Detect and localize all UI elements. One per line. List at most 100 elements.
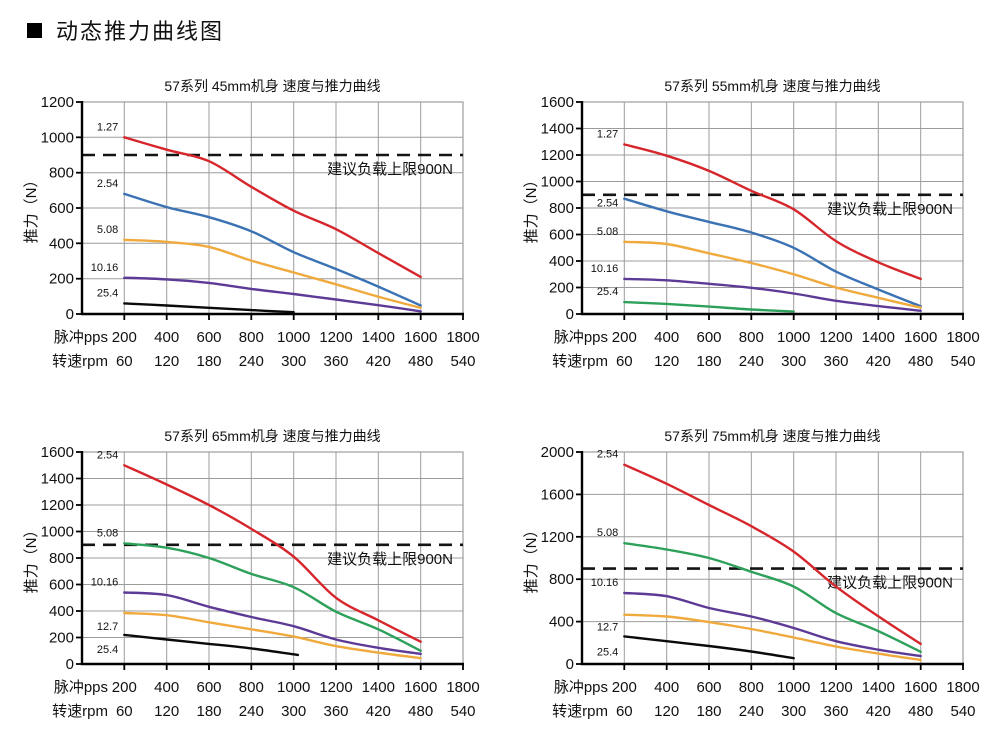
y-tick-label: 1200 (541, 147, 574, 164)
chart-75mm: 57系列 75mm机身 速度与推力曲线 建议负载上限900N 2.54 5.08 10… (500, 420, 1000, 735)
chart-45mm-canvas: 建议负载上限900N 1.27 2.54 5.08 10.16 25.4 0 200 400 60… (23, 94, 480, 370)
x-tick-label: 360 (323, 703, 348, 720)
curve-label-25.4: 25.4 (97, 287, 118, 299)
y-tick-label: 0 (566, 656, 574, 673)
x-row-header: 转速rpm (52, 353, 108, 370)
x-tick-label: 1000 (777, 329, 810, 346)
curve-label-25.4: 25.4 (597, 286, 618, 298)
y-axis-title: 推力（N） (523, 523, 540, 594)
y-tick-label: 0 (66, 306, 74, 323)
x-row-header: 脉冲pps (54, 679, 108, 696)
y-tick-label: 400 (549, 614, 574, 631)
curve-10.16 (623, 277, 922, 312)
curve-label-5.08: 5.08 (597, 226, 618, 238)
y-tick-label: 0 (566, 306, 574, 323)
y-tick-label: 2000 (541, 444, 574, 461)
curve-label-5.08: 5.08 (97, 527, 118, 539)
curve-label-2.54: 2.54 (97, 178, 118, 190)
y-tick-label: 1400 (41, 471, 74, 488)
x-tick-label: 480 (908, 353, 933, 370)
load-limit-label: 建议负载上限900N (327, 161, 453, 178)
curve-label-10.16: 10.16 (591, 263, 619, 275)
x-tick-label: 420 (866, 353, 891, 370)
curve-label-2.54: 2.54 (597, 449, 618, 461)
x-tick-label: 1600 (404, 329, 437, 346)
curve-label-10.16: 10.16 (91, 577, 119, 589)
x-tick-label: 60 (116, 353, 133, 370)
x-tick-label: 800 (739, 329, 764, 346)
x-tick-label: 1400 (862, 679, 895, 696)
x-tick-label: 360 (823, 353, 848, 370)
y-tick-label: 1000 (41, 524, 74, 541)
x-tick-label: 400 (654, 679, 679, 696)
x-row-header: 脉冲pps (554, 679, 608, 696)
x-tick-label: 200 (612, 329, 637, 346)
x-row-header: 转速rpm (552, 703, 608, 720)
x-tick-label: 800 (739, 679, 764, 696)
x-tick-label: 1200 (819, 679, 852, 696)
curve-2.54 (123, 464, 422, 643)
x-tick-label: 540 (450, 353, 475, 370)
curve-5.08 (623, 542, 922, 653)
x-tick-label: 800 (239, 679, 264, 696)
y-tick-label: 1000 (541, 174, 574, 191)
chart-65mm: 57系列 65mm机身 速度与推力曲线 建议负载上限900N 2.54 5.08 10… (0, 420, 500, 735)
y-tick-label: 200 (49, 630, 74, 647)
x-tick-label: 240 (739, 703, 764, 720)
y-tick-label: 400 (49, 235, 74, 252)
x-tick-label: 800 (239, 329, 264, 346)
x-row-header: 脉冲pps (554, 329, 608, 346)
x-tick-label: 1000 (277, 679, 310, 696)
x-tick-label: 300 (781, 703, 806, 720)
curve-5.08 (123, 238, 422, 309)
y-axis-title: 推力（N） (23, 523, 40, 594)
x-tick-label: 420 (366, 353, 391, 370)
y-tick-label: 400 (549, 253, 574, 270)
chart-title: 57系列 65mm机身 速度与推力曲线 (164, 428, 381, 444)
curve-10.16 (123, 591, 422, 656)
x-tick-label: 400 (154, 329, 179, 346)
x-tick-label: 1800 (446, 329, 479, 346)
x-tick-label: 300 (781, 353, 806, 370)
x-tick-label: 200 (612, 679, 637, 696)
x-tick-label: 1400 (362, 329, 395, 346)
x-tick-label: 300 (281, 353, 306, 370)
x-tick-label: 540 (450, 703, 475, 720)
x-tick-label: 1600 (904, 679, 937, 696)
chart-title: 57系列 55mm机身 速度与推力曲线 (664, 78, 881, 94)
x-tick-label: 180 (696, 353, 721, 370)
x-tick-label: 120 (154, 703, 179, 720)
x-tick-label: 1200 (319, 329, 352, 346)
load-limit-label: 建议负载上限900N (327, 551, 453, 568)
curve-label-1.27: 1.27 (97, 121, 118, 133)
curve-label-10.16: 10.16 (591, 577, 619, 589)
x-tick-label: 600 (696, 679, 721, 696)
curve-label-10.16: 10.16 (91, 262, 119, 274)
chart-65mm-canvas: 建议负载上限900N 2.54 5.08 10.16 12.7 25.4 0 200 400 60… (23, 444, 480, 720)
y-tick-label: 200 (49, 271, 74, 288)
x-tick-label: 1600 (404, 679, 437, 696)
x-tick-label: 480 (408, 353, 433, 370)
curve-1.27 (623, 143, 922, 281)
y-tick-label: 1600 (541, 94, 574, 111)
curve-label-5.08: 5.08 (597, 527, 618, 539)
y-tick-label: 1000 (41, 129, 74, 146)
x-tick-label: 180 (696, 703, 721, 720)
x-tick-label: 60 (616, 703, 633, 720)
x-tick-label: 360 (823, 703, 848, 720)
y-tick-label: 600 (49, 577, 74, 594)
chart-55mm-canvas: 建议负载上限900N 1.27 2.54 5.08 10.16 25.4 0 200 400 60… (523, 94, 980, 370)
curve-10.16 (123, 276, 422, 313)
x-tick-label: 540 (950, 353, 975, 370)
curve-label-25.4: 25.4 (97, 644, 118, 656)
load-limit-label: 建议负载上限900N (827, 201, 953, 218)
x-tick-label: 1400 (862, 329, 895, 346)
y-tick-label: 1600 (41, 444, 74, 461)
x-tick-label: 400 (154, 679, 179, 696)
load-limit-label: 建议负载上限900N (827, 575, 953, 592)
x-tick-label: 60 (116, 703, 133, 720)
y-axis-title: 推力（N） (523, 173, 540, 244)
chart-55mm: 57系列 55mm机身 速度与推力曲线 建议负载上限900N 1.27 2.54 5.… (500, 70, 1000, 385)
x-tick-label: 480 (908, 703, 933, 720)
